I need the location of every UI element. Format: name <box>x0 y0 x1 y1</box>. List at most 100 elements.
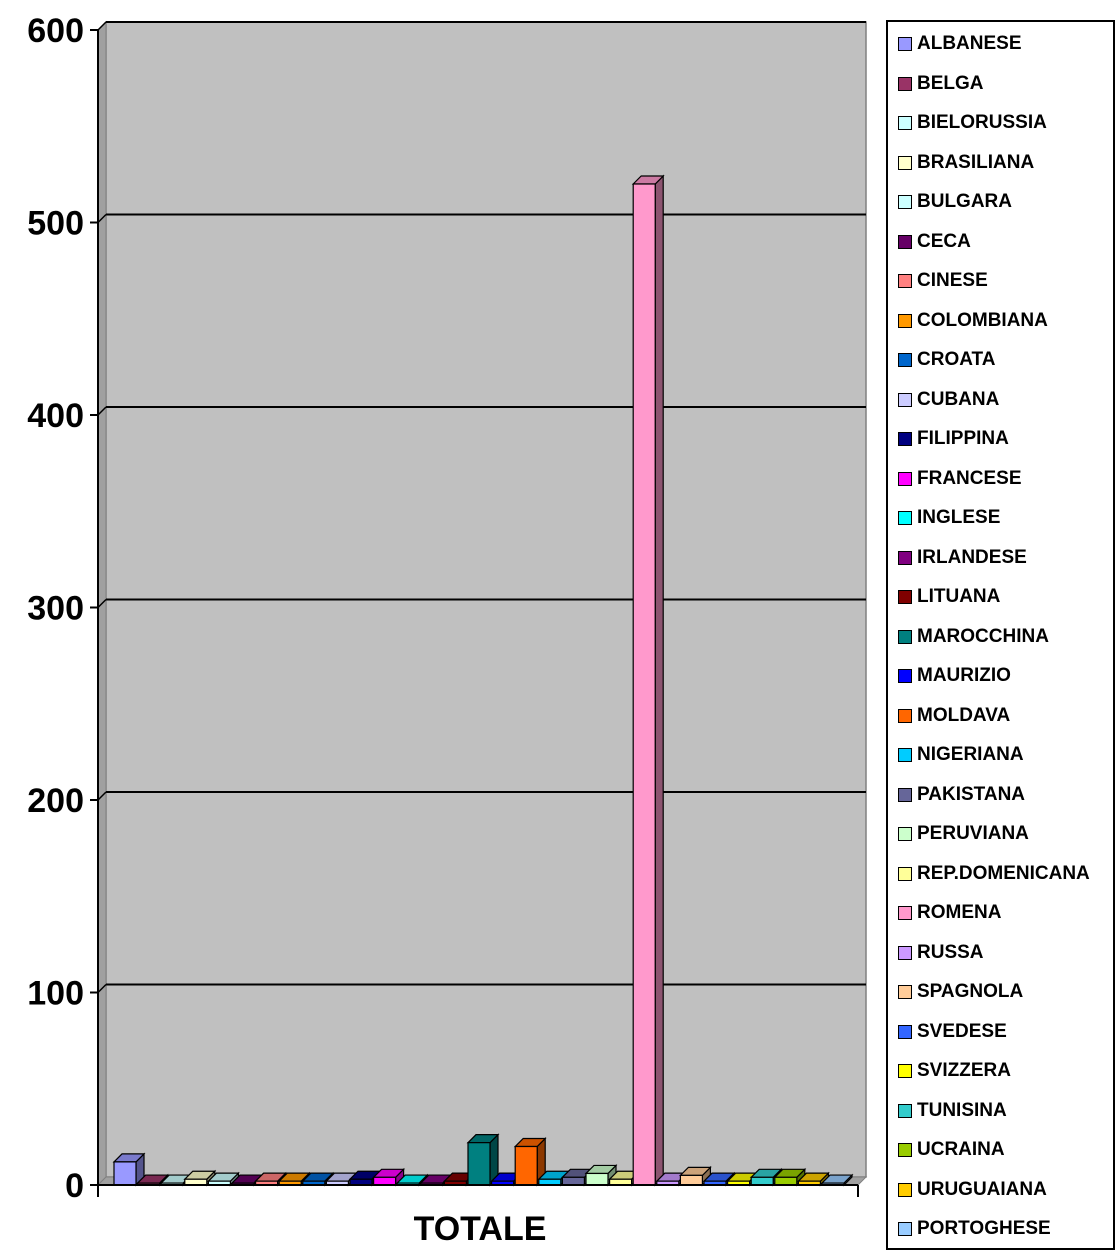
legend-label: SPAGNOLA <box>917 981 1024 1002</box>
legend-label: TUNISINA <box>917 1099 1007 1121</box>
legend-swatch <box>898 313 912 328</box>
legend-label: COLOMBIANA <box>917 309 1048 331</box>
gridline-side <box>97 983 107 994</box>
legend-swatch <box>898 471 912 486</box>
bar-front <box>679 1174 704 1186</box>
legend-swatch <box>898 1024 912 1039</box>
legend-label: SVIZZERA <box>917 1060 1011 1081</box>
y-tick-label: 0 <box>65 1167 84 1205</box>
legend-swatch <box>898 1103 912 1118</box>
legend-label: INGLESE <box>917 507 1001 528</box>
legend-swatch <box>898 1064 912 1078</box>
legend-item: BULGARA <box>898 190 1012 214</box>
bar-side <box>654 174 664 1187</box>
gridline-side <box>97 598 107 609</box>
legend-label: MAURIZIO <box>917 665 1011 686</box>
y-tick-label: 200 <box>27 782 84 820</box>
legend-swatch <box>898 76 912 91</box>
legend-swatch <box>898 906 912 920</box>
legend-label: MAROCCHINA <box>917 625 1049 647</box>
legend-label: CUBANA <box>917 388 1000 410</box>
legend-item: IRLANDESE <box>898 546 1027 570</box>
legend-swatch <box>898 748 912 762</box>
legend-label: FILIPPINA <box>917 428 1009 449</box>
bar-front <box>113 1161 137 1186</box>
y-tick-label: 300 <box>27 590 84 628</box>
legend-swatch <box>898 392 912 407</box>
legend-item: SPAGNOLA <box>898 980 1023 1004</box>
legend-label: RUSSA <box>917 941 984 963</box>
legend-item: CINESE <box>898 269 988 293</box>
legend-label: UCRAINA <box>917 1139 1005 1160</box>
legend-item: PAKISTANA <box>898 783 1025 807</box>
legend-label: IRLANDESE <box>917 546 1027 568</box>
legend-swatch <box>898 590 912 604</box>
legend-label: URUGUAIANA <box>917 1178 1047 1200</box>
legend-label: CECA <box>917 230 971 252</box>
plot-area <box>96 20 868 1187</box>
gridline-side <box>97 406 107 416</box>
y-tick-label: 600 <box>27 12 84 50</box>
legend-swatch <box>898 1222 912 1236</box>
legend-swatch <box>898 827 912 841</box>
legend-item: FRANCESE <box>898 467 1022 491</box>
legend-item: PORTOGHESE <box>898 1217 1051 1241</box>
legend-swatch <box>898 1143 912 1157</box>
legend-label: MOLDAVA <box>917 704 1011 726</box>
legend-item: MAURIZIO <box>898 664 1011 688</box>
bar-maurizio <box>490 1171 524 1187</box>
legend-item: MOLDAVA <box>898 704 1010 728</box>
legend-label: REP.DOMENICANA <box>917 862 1090 884</box>
bar-moldava <box>513 1137 547 1187</box>
legend-item: RUSSA <box>898 941 984 965</box>
legend-item: NIGERIANA <box>898 743 1024 767</box>
legend-swatch <box>898 37 912 51</box>
bar-romena <box>631 174 665 1187</box>
legend-item: UCRAINA <box>898 1138 1005 1162</box>
bar-front <box>774 1176 798 1186</box>
bar-marocchina <box>466 1133 500 1187</box>
legend-swatch <box>898 1182 912 1197</box>
legend-swatch <box>898 629 912 644</box>
legend-label: CINESE <box>917 270 988 291</box>
legend-swatch <box>898 274 912 288</box>
legend-swatch <box>898 708 912 723</box>
legend-label: BELGA <box>917 72 984 94</box>
legend-label: CROATA <box>917 349 996 370</box>
legend-item: ROMENA <box>898 901 1001 925</box>
y-tick-label: 100 <box>27 975 84 1013</box>
legend-label: NIGERIANA <box>917 744 1024 765</box>
legend-item: MAROCCHINA <box>898 625 1049 649</box>
bar-spagnola <box>678 1165 712 1187</box>
legend-item: CUBANA <box>898 388 999 412</box>
legend-label: FRANCESE <box>917 467 1022 489</box>
legend-item: COLOMBIANA <box>898 309 1048 333</box>
legend-label: ROMENA <box>917 902 1002 923</box>
axes: 0 100 200 300 400 500 600 <box>27 12 859 1205</box>
legend-label: BULGARA <box>917 191 1012 212</box>
gridline-side <box>97 213 107 224</box>
legend-swatch <box>898 985 912 999</box>
legend-label: BIELORUSSIA <box>917 112 1047 133</box>
legend-item: BRASILIANA <box>898 151 1034 175</box>
legend-item: BIELORUSSIA <box>898 111 1047 135</box>
legend-label: ALBANESE <box>917 33 1022 54</box>
gridline-side <box>97 791 107 801</box>
bar-front <box>561 1176 586 1186</box>
y-tick-label: 500 <box>27 205 84 243</box>
gridline-side <box>97 21 107 31</box>
legend-item: CECA <box>898 230 971 254</box>
bar-front <box>585 1172 609 1186</box>
legend-swatch <box>898 353 912 367</box>
legend-item: PERUVIANA <box>898 822 1029 846</box>
legend-item: TUNISINA <box>898 1099 1007 1123</box>
legend-swatch <box>898 195 912 209</box>
x-category-label: TOTALE <box>414 1210 547 1248</box>
legend-swatch <box>898 669 912 683</box>
bar-front <box>750 1176 774 1186</box>
bar-chart: 0 100 200 300 400 500 600 TOTALE <box>27 12 868 1248</box>
legend-swatch <box>898 155 912 170</box>
legend-item: CROATA <box>898 348 995 372</box>
legend-swatch <box>898 432 912 446</box>
legend-swatch <box>898 511 912 525</box>
